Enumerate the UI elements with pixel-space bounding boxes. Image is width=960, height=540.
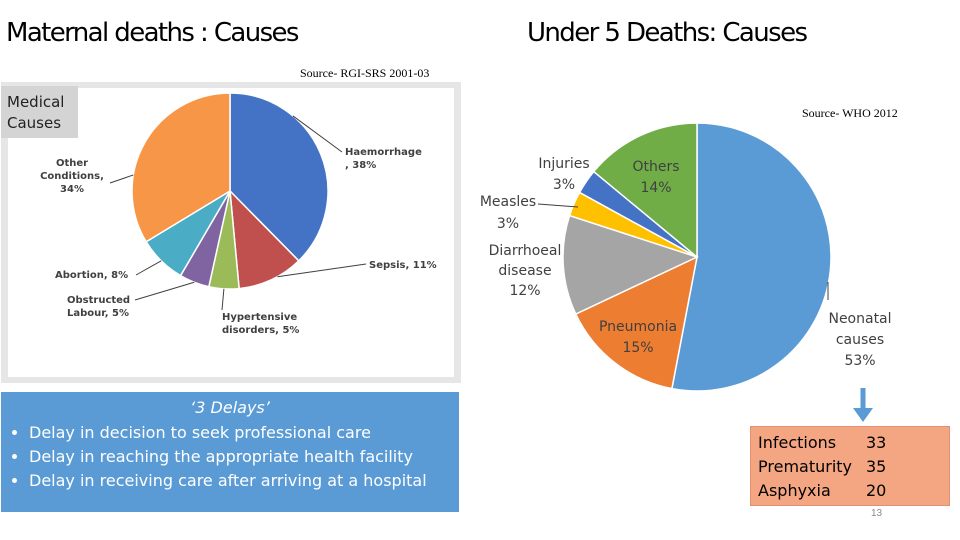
source-who: Source- WHO 2012	[802, 106, 898, 120]
label-others: Others 14%	[632, 159, 679, 196]
label-other: Other Conditions, 34%	[40, 158, 104, 195]
label-injuries-line: 3%	[553, 177, 575, 193]
neonatal-row-label: Prematurity	[758, 457, 853, 476]
leader-abortion	[135, 260, 162, 276]
three-delays-heading: ‘3 Delays’	[190, 398, 270, 417]
label-hypertensive-line: disorders, 5%	[222, 325, 299, 336]
label-other-line: Conditions,	[40, 171, 104, 182]
label-measles: Measles 3%	[480, 194, 536, 232]
label-abortion-line: Abortion, 8%	[55, 270, 128, 281]
slice-others	[592, 122, 698, 259]
three-delays-box: ‘3 Delays’ Delay in decision to seek pro…	[1, 392, 459, 512]
neonatal-row-value: 20	[866, 481, 887, 500]
leader-other	[109, 174, 134, 184]
label-diarrhoeal-line: disease	[498, 263, 551, 279]
slice-neonatal-causes	[671, 122, 832, 392]
page-number: 13	[871, 508, 883, 519]
label-measles-line: Measles	[480, 194, 536, 210]
delay-item: Delay in decision to seek professional c…	[29, 421, 459, 445]
maternal-pie-chart: Haemorrhage , 38% Sepsis, 11% Hypertensive d…	[40, 92, 437, 336]
label-abortion: Abortion, 8%	[55, 270, 128, 281]
label-sepsis: Sepsis, 11%	[369, 260, 437, 271]
label-neonatal: Neonatal causes 53%	[828, 311, 891, 369]
label-other-line: 34%	[60, 184, 84, 195]
label-diarrhoeal-line: 12%	[509, 283, 540, 299]
source-rgi: Source- RGI-SRS 2001-03	[300, 66, 430, 80]
label-hypertensive-line: Hypertensive	[222, 312, 297, 323]
neonatal-breakdown-box: Infections 33 Prematurity 35 Asphyxia 20	[750, 426, 950, 506]
label-hypertensive: Hypertensive disorders, 5%	[222, 312, 299, 336]
label-haemorrhage-line: , 38%	[345, 160, 376, 171]
label-diarrhoeal: Diarrhoeal disease 12%	[489, 243, 562, 299]
label-other-line: Other	[56, 158, 88, 169]
medical-causes-line2: Causes	[7, 114, 62, 132]
slice-sepsis	[229, 188, 300, 290]
label-haemorrhage: Haemorrhage , 38%	[345, 147, 422, 171]
maternal-title: Maternal deaths : Causes	[6, 18, 299, 48]
slice-other-conditions	[131, 92, 231, 243]
delay-item: Delay in reaching the appropriate health…	[29, 445, 459, 469]
leader-sepsis	[277, 263, 367, 278]
label-sepsis-line: Sepsis, 11%	[369, 260, 437, 271]
neonatal-row: Asphyxia 20	[758, 479, 949, 503]
label-measles-line: 3%	[497, 216, 519, 232]
label-pneumonia: Pneumonia 15%	[599, 319, 677, 356]
label-obstructed-line: Labour, 5%	[67, 308, 129, 319]
slice-haemorrhage	[229, 92, 329, 262]
neonatal-row-value: 33	[866, 433, 887, 452]
label-obstructed-line: Obstructed	[67, 295, 130, 306]
medical-causes-button[interactable]: Medical Causes	[1, 86, 78, 138]
under5-title: Under 5 Deaths: Causes	[527, 18, 808, 48]
delay-item: Delay in receiving care after arriving a…	[29, 469, 459, 493]
slice-diarrhoeal-disease	[562, 214, 700, 316]
leader-obstructed	[134, 281, 195, 301]
label-injuries: Injuries 3%	[538, 156, 589, 193]
neonatal-row: Prematurity 35	[758, 455, 949, 479]
neonatal-row-label: Infections	[758, 433, 837, 452]
neonatal-row-label: Asphyxia	[758, 481, 831, 500]
label-pneumonia-line: 15%	[622, 340, 653, 356]
slice-pneumonia	[574, 255, 699, 390]
leader-measles	[537, 203, 579, 208]
leader-hypertensive	[221, 288, 225, 311]
medical-causes-line1: Medical	[7, 93, 65, 111]
under5-pie-chart: Neonatal causes 53% Pneumonia 15% Diarrhoeal d…	[480, 122, 892, 392]
label-haemorrhage-line: Haemorrhage	[345, 147, 422, 158]
neonatal-row-value: 35	[866, 457, 887, 476]
label-diarrhoeal-line: Diarrhoeal	[489, 243, 562, 259]
label-neonatal-line: Neonatal	[828, 311, 891, 327]
neonatal-row: Infections 33	[758, 431, 949, 455]
leader-haemorrhage	[292, 115, 343, 153]
label-others-line: Others	[632, 159, 679, 175]
label-others-line: 14%	[640, 180, 671, 196]
down-arrow-icon	[853, 388, 873, 422]
label-pneumonia-line: Pneumonia	[599, 319, 677, 335]
label-neonatal-line: causes	[836, 332, 884, 348]
label-neonatal-line: 53%	[844, 353, 875, 369]
label-injuries-line: Injuries	[538, 156, 589, 172]
three-delays-list: Delay in decision to seek professional c…	[1, 421, 459, 493]
label-obstructed: Obstructed Labour, 5%	[67, 295, 130, 319]
